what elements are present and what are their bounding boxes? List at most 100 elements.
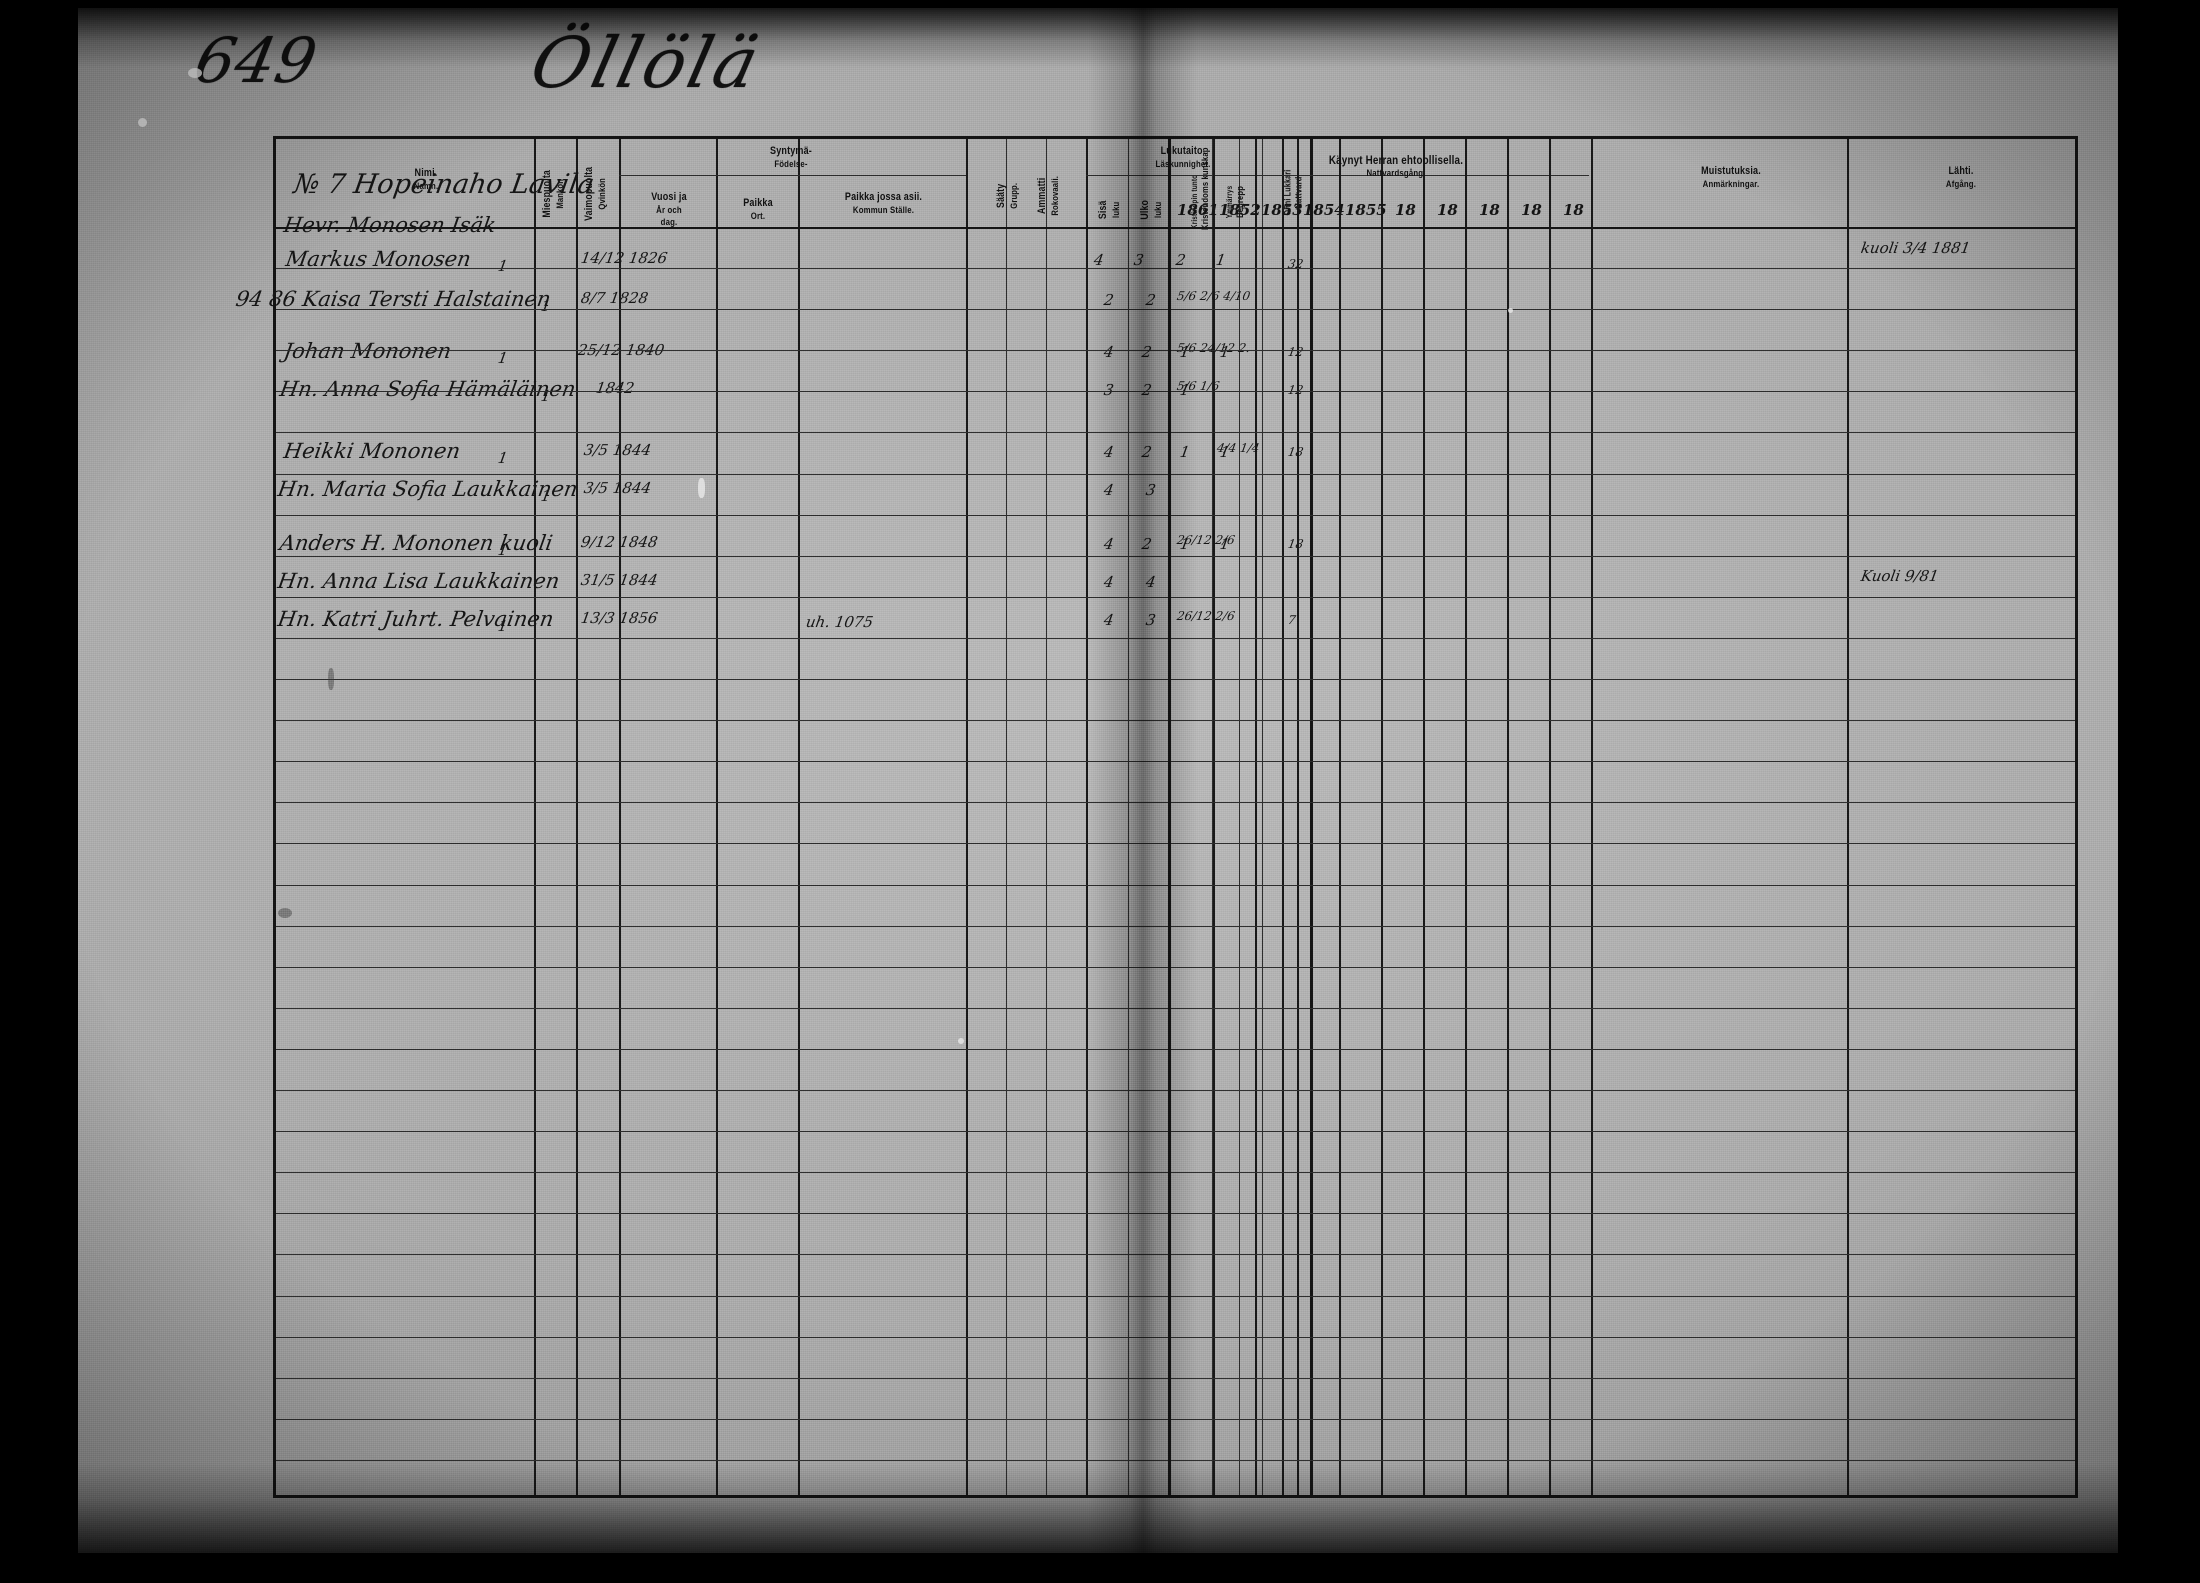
entry-sexm-5: 1 — [496, 349, 509, 367]
table-row-rule — [1171, 637, 2075, 639]
year-label-7: 18 — [1437, 201, 1458, 219]
entry-name-7: Heikki Mononen — [282, 439, 462, 463]
table-row-rule — [276, 720, 1310, 722]
table-row-rule — [1171, 432, 2075, 434]
table-row-rule — [1171, 1090, 2075, 1092]
communion-9: 26/12 2/6 — [1175, 533, 1236, 547]
year-sep-4 — [1339, 139, 1341, 1495]
table-row-rule — [1171, 679, 2075, 681]
header-commune: Paikka jossa asii. Kommun Ställe. — [844, 191, 923, 216]
header-birth-year: Vuosi ja År och dag. — [651, 191, 687, 228]
lit-10-1: 4 — [1102, 573, 1115, 591]
entry-name-6: Hn. Anna Sofia Hämäläinen — [278, 377, 578, 401]
year-label-5: 1855 — [1345, 201, 1387, 219]
table-row-rule — [276, 350, 1310, 352]
table-row-rule — [276, 884, 1310, 886]
entry-birth-7: 3/5 1844 — [582, 441, 653, 459]
page-title: Öllölä — [523, 22, 769, 104]
entry-commune-11: uh. 1075 — [804, 613, 875, 631]
table-row-rule — [1171, 1377, 2075, 1379]
entry-birth-3: 14/12 1826 — [579, 249, 669, 267]
table-row-rule — [276, 966, 1310, 968]
table-row-rule — [1171, 720, 2075, 722]
table-row-rule — [276, 1007, 1310, 1009]
lit-8-1: 4 — [1102, 481, 1115, 499]
communion-4: 5/6 2/6 4/10 — [1175, 289, 1252, 303]
scan-blemish — [278, 908, 292, 918]
table-row-rule — [276, 473, 1310, 475]
col-sep-status1 — [1006, 139, 1007, 1495]
scan-blemish — [328, 668, 334, 690]
entry-name-1: № 7 Hopeinaho Lavila — [291, 169, 597, 200]
year-sep-3 — [1297, 139, 1299, 1495]
col-sep-commune — [966, 139, 968, 1495]
entry-sexm-11: 1 — [496, 617, 509, 635]
table-row-rule — [276, 596, 1310, 598]
year-sep-9 — [1549, 139, 1551, 1495]
entry-name-2: Hevr. Monosen Isäk — [282, 213, 498, 237]
table-row-rule — [1171, 1213, 2075, 1215]
table-row-rule — [1171, 1131, 2075, 1133]
folio-number: 649 — [189, 24, 324, 97]
table-row-rule — [276, 1172, 1310, 1174]
lit-3-1: 4 — [1092, 251, 1105, 269]
table-row-rule — [276, 1377, 1310, 1379]
lit-7-2: 2 — [1140, 443, 1153, 461]
entry-name-10: Hn. Anna Lisa Laukkainen — [276, 569, 562, 593]
year-sep-7 — [1465, 139, 1467, 1495]
year-sep-2 — [1255, 139, 1257, 1495]
scan-speckle — [188, 68, 202, 78]
table-row-rule — [276, 432, 1310, 434]
table-row-rule — [1171, 1336, 2075, 1338]
table-row-rule — [276, 679, 1310, 681]
entry-sexm-7: 1 — [496, 449, 509, 467]
table-row-rule — [1171, 1048, 2075, 1050]
table-row-rule — [1171, 309, 2075, 311]
table-row-rule — [1171, 1418, 2075, 1420]
col-sep-birthyear — [716, 139, 718, 1495]
table-row-rule — [1171, 1172, 2075, 1174]
entry-name-8: Hn. Maria Sofia Laukkainen — [276, 477, 580, 501]
year-label-6: 18 — [1395, 201, 1416, 219]
table-row-rule — [1171, 350, 2075, 352]
table-row-rule — [276, 1131, 1310, 1133]
lit-11-1: 4 — [1102, 611, 1115, 629]
table-row-rule — [1171, 473, 2075, 475]
entry-birth-10: 31/5 1844 — [579, 571, 660, 589]
col-sep-status2 — [1046, 139, 1047, 1495]
entry-sexf-4: 1 — [539, 297, 552, 315]
table-row-rule — [276, 1048, 1310, 1050]
table-row-rule — [1171, 884, 2075, 886]
scan-speckle — [1508, 308, 1513, 313]
table-row-rule — [1171, 843, 2075, 845]
col-sep-lit1 — [1128, 139, 1129, 1495]
table-row-rule — [1171, 1459, 2075, 1461]
entry-birth-4: 8/7 1828 — [579, 289, 650, 307]
table-row-rule — [276, 1090, 1310, 1092]
header-lit2: Ulko luku — [1139, 199, 1164, 220]
table-row-rule — [276, 555, 1310, 557]
col-sep-women — [576, 139, 578, 1495]
entry-sexf-6: 1 — [539, 387, 552, 405]
table-row-rule — [276, 514, 1310, 516]
table-row-rule — [276, 391, 1310, 393]
entry-name-9: Anders H. Mononen kuoli — [278, 531, 555, 555]
right-header-rule — [1171, 227, 2075, 229]
table-row-rule — [1171, 1007, 2075, 1009]
table-row-rule — [276, 761, 1310, 763]
year-label-1: 1861 — [1177, 201, 1219, 219]
lit-5-2: 2 — [1140, 343, 1153, 361]
table-row-rule — [1171, 761, 2075, 763]
lit-11-2: 3 — [1144, 611, 1157, 629]
entry-sexm-3: 1 — [496, 257, 509, 275]
header-birth-place: Paikka Ort. — [743, 197, 773, 222]
scan-speckle — [138, 118, 147, 127]
year-sep-8 — [1507, 139, 1509, 1495]
lit-3-2: 3 — [1132, 251, 1145, 269]
year-label-8: 18 — [1479, 201, 1500, 219]
lit-8-2: 3 — [1144, 481, 1157, 499]
year-sep-10 — [1591, 139, 1593, 1495]
paper-sheet: 649 Öllölä Nimi. — [76, 6, 2120, 1555]
table-row-rule — [276, 843, 1310, 845]
